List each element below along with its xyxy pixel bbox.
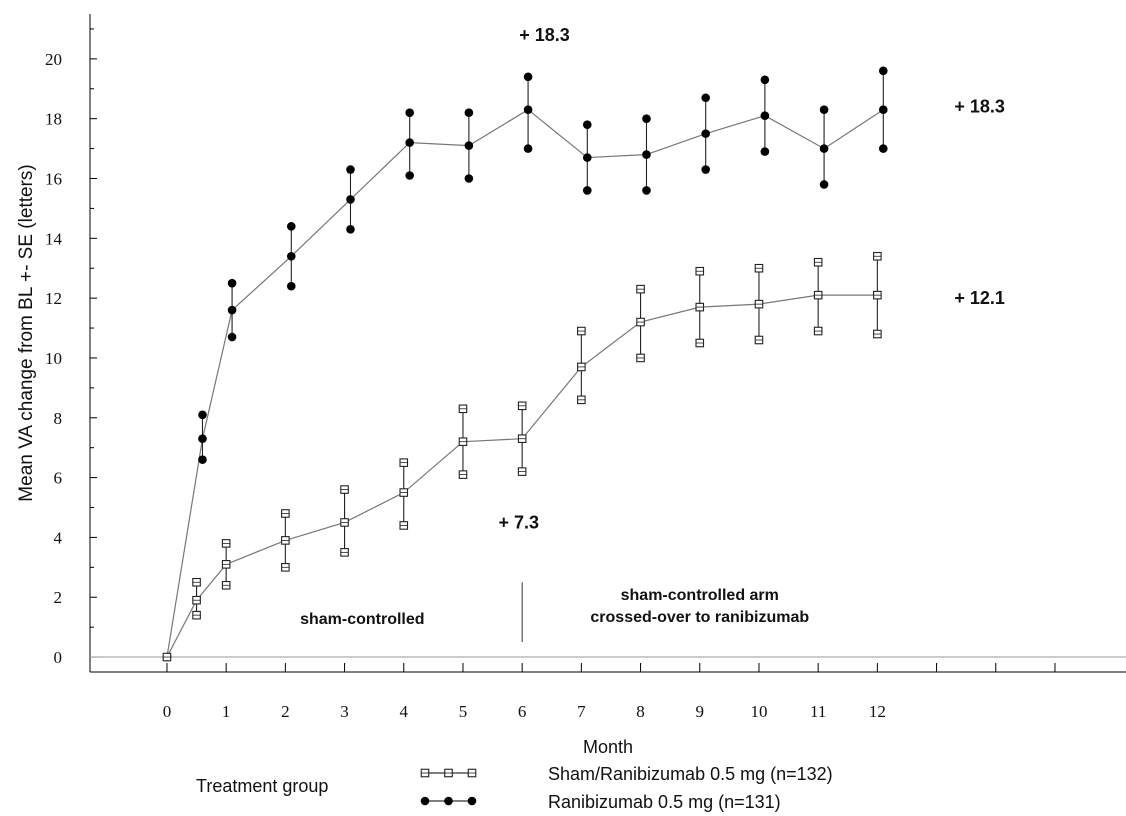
- error-cap-upper: [286, 222, 296, 231]
- error-cap-upper: [582, 120, 592, 129]
- data-point: [642, 150, 651, 159]
- x-tick-label: 4: [400, 702, 409, 721]
- data-point: [701, 129, 710, 138]
- value-annotation: + 12.1: [954, 288, 1005, 308]
- error-cap-lower: [464, 174, 474, 183]
- error-cap-upper: [819, 105, 829, 115]
- data-point: [523, 105, 533, 115]
- y-tick-label: 16: [45, 170, 62, 189]
- error-cap-upper: [464, 108, 474, 117]
- x-tick-label: 5: [459, 702, 468, 721]
- region-label: sham-controlled: [300, 611, 424, 628]
- data-point: [227, 305, 237, 315]
- y-tick-label: 14: [45, 229, 63, 248]
- series-0: [162, 66, 888, 662]
- data-point: [760, 111, 770, 120]
- error-cap-lower: [819, 180, 829, 189]
- error-cap-lower: [582, 186, 592, 195]
- error-cap-upper: [227, 278, 237, 288]
- series-1: [162, 251, 882, 662]
- error-cap-upper: [878, 66, 888, 76]
- error-cap-lower: [346, 225, 355, 234]
- data-point: [819, 144, 829, 153]
- error-cap-lower: [701, 165, 710, 174]
- x-tick-label: 7: [577, 702, 586, 721]
- error-cap-lower: [760, 147, 770, 156]
- y-tick-label: 0: [54, 648, 63, 667]
- region-label: crossed-over to ranibizumab: [590, 609, 809, 626]
- y-tick-label: 12: [45, 289, 62, 308]
- error-cap-upper: [346, 165, 355, 174]
- error-cap-lower: [642, 186, 651, 195]
- y-tick-label: 20: [45, 50, 62, 69]
- error-cap-upper: [198, 410, 207, 420]
- y-tick-label: 2: [54, 588, 63, 607]
- y-tick-label: 10: [45, 349, 62, 368]
- legend-entry-label: Ranibizumab 0.5 mg (n=131): [548, 792, 781, 812]
- error-cap-upper: [701, 93, 710, 103]
- data-point: [405, 138, 414, 147]
- error-cap-lower: [878, 144, 888, 153]
- y-tick-label: 6: [54, 469, 63, 488]
- series-line: [166, 294, 878, 658]
- error-cap-lower: [523, 144, 533, 153]
- x-tick-label: 11: [810, 702, 826, 721]
- error-cap-upper: [523, 72, 533, 82]
- data-point: [198, 434, 207, 444]
- data-point: [464, 141, 474, 150]
- error-cap-lower: [198, 455, 207, 464]
- legend-entry-label: Sham/Ranibizumab 0.5 mg (n=132): [548, 764, 833, 784]
- x-tick-label: 8: [636, 702, 645, 721]
- x-tick-label: 1: [222, 702, 231, 721]
- x-tick-label: 3: [340, 702, 349, 721]
- error-cap-upper: [642, 114, 651, 123]
- x-tick-label: 2: [281, 702, 290, 721]
- x-tick-label: 12: [869, 702, 886, 721]
- legend-title: Treatment group: [196, 776, 328, 796]
- error-cap-upper: [760, 75, 770, 85]
- x-axis-label: Month: [583, 737, 633, 757]
- value-annotation: + 7.3: [498, 512, 539, 532]
- data-point: [582, 153, 592, 162]
- x-tick-label: 0: [163, 702, 172, 721]
- y-tick-label: 18: [45, 110, 62, 129]
- data-point: [878, 105, 888, 115]
- value-annotation: + 18.3: [519, 25, 570, 45]
- y-tick-label: 8: [54, 409, 63, 428]
- legend-marker: [444, 796, 453, 806]
- x-tick-label: 10: [750, 702, 767, 721]
- region-label: sham-controlled arm: [621, 587, 779, 604]
- chart-labels: Mean VA change from BL +- SE (letters) Mo…: [16, 25, 1005, 757]
- x-tick-label: 9: [696, 702, 705, 721]
- legend-marker: [467, 796, 477, 806]
- y-tick-label: 4: [54, 528, 63, 547]
- error-cap-lower: [227, 332, 237, 342]
- data-point: [286, 251, 296, 261]
- data-point: [346, 195, 355, 204]
- error-cap-upper: [405, 108, 414, 117]
- value-annotation: + 18.3: [954, 97, 1005, 117]
- legend-marker: [420, 796, 430, 806]
- legend: Treatment group Sham/Ranibizumab 0.5 mg (…: [196, 764, 833, 812]
- series-line: [166, 108, 884, 658]
- y-axis-label: Mean VA change from BL +- SE (letters): [16, 164, 37, 501]
- error-cap-lower: [286, 281, 296, 291]
- chart-marks: [162, 66, 888, 662]
- x-tick-label: 6: [518, 702, 527, 721]
- error-cap-lower: [405, 171, 414, 180]
